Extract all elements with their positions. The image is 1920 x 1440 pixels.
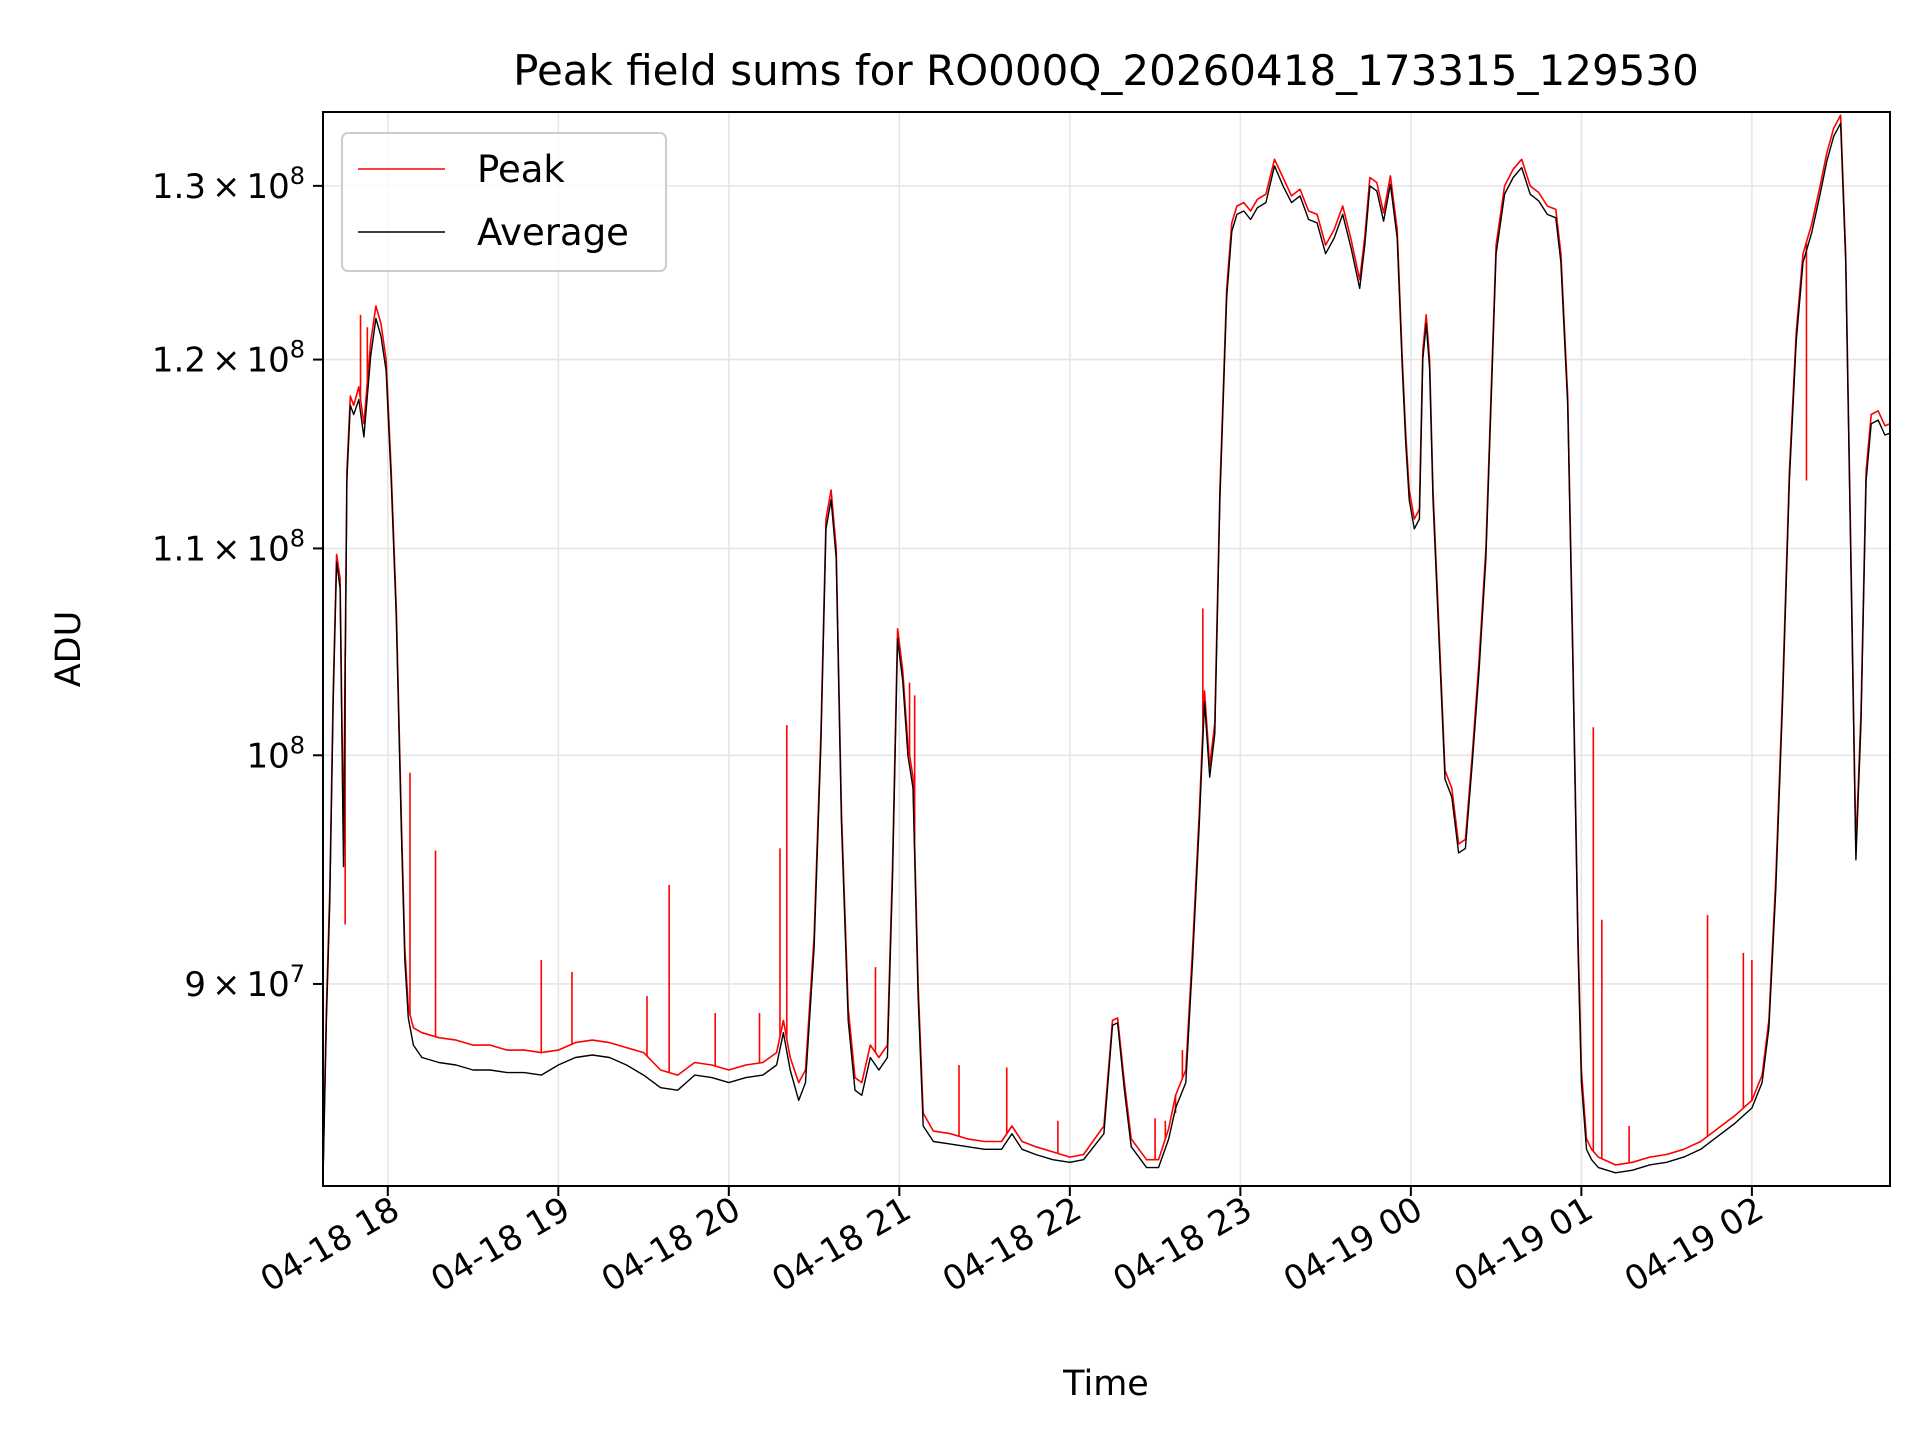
series-layer [323, 114, 1890, 1181]
series-peak [323, 114, 1890, 1173]
y-tick-label: 9 × 107 [184, 960, 305, 1005]
legend-average-label: Average [477, 211, 629, 254]
legend: Peak Average [341, 132, 667, 272]
plot-frame [322, 111, 1891, 1187]
legend-box [341, 132, 667, 272]
y-axis-label: ADU [49, 611, 89, 688]
series-line-average [323, 122, 1890, 1181]
series-average [323, 122, 1890, 1181]
y-axis-ticks: 9 × 107 108 1.1 × 108 1.2 × 108 1.3 × 108 [152, 162, 323, 1005]
y-tick-label: 1.3 × 108 [152, 162, 305, 207]
y-tick-label: 108 [246, 731, 305, 776]
grid [323, 112, 1890, 1186]
y-tick-label: 1.1 × 108 [152, 524, 305, 569]
legend-peak-label: Peak [477, 148, 565, 191]
series-line-peak [323, 114, 1890, 1173]
x-axis-label: Time [1062, 1364, 1149, 1404]
chart-title: Peak field sums for RO000Q_20260418_1733… [513, 46, 1699, 95]
y-tick-label: 1.2 × 108 [152, 336, 305, 381]
